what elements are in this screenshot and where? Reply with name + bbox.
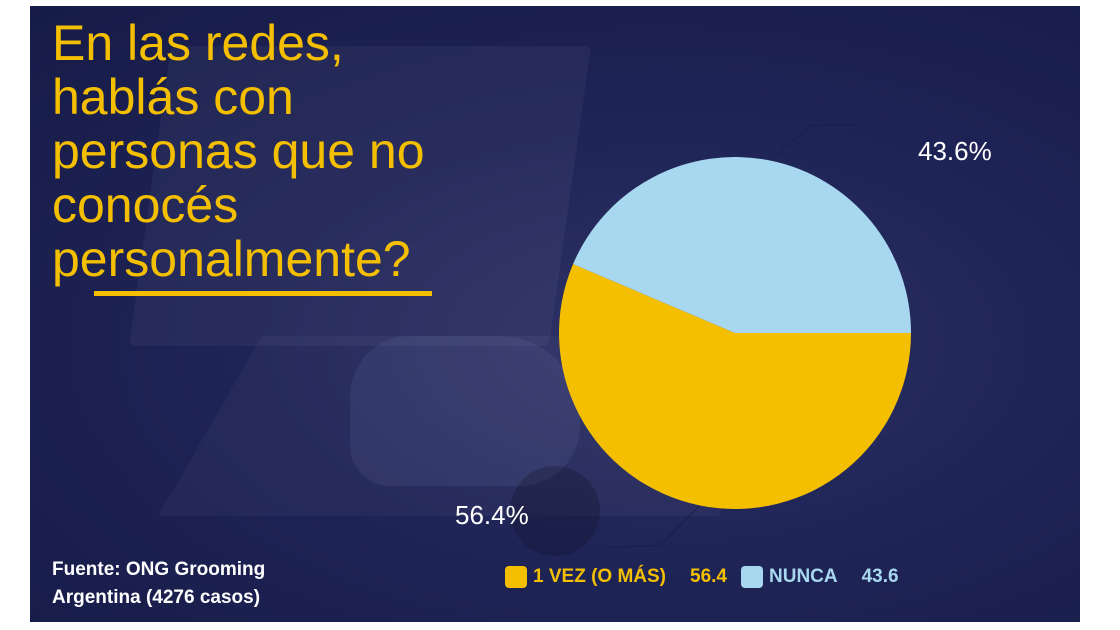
leader-line-nunca xyxy=(769,124,861,161)
legend-swatch-vez xyxy=(505,566,527,588)
legend-item-nunca: NUNCA 43.6 xyxy=(741,566,899,588)
legend-value-vez: 56.4 xyxy=(690,566,727,587)
background-watch-silhouette xyxy=(510,466,600,556)
infographic-panel: En las redes, hablás con personas que no… xyxy=(30,6,1080,622)
chart-title: En las redes, hablás con personas que no… xyxy=(52,15,425,287)
legend-label-nunca: NUNCA xyxy=(769,566,838,587)
legend-label-vez: 1 VEZ (O MÁS) xyxy=(533,566,667,587)
slice-label-vez: 56.4% xyxy=(455,500,529,530)
legend-value-nunca: 43.6 xyxy=(861,566,899,587)
title-underline xyxy=(94,291,432,296)
pie-chart xyxy=(559,124,911,548)
legend-swatch-nunca xyxy=(741,566,763,588)
background-hand-silhouette xyxy=(350,336,580,486)
pie-slice-nunca xyxy=(573,156,911,333)
chart-legend: 1 VEZ (O MÁS) 56.4 NUNCA 43.6 xyxy=(505,566,913,588)
source-note: Fuente: ONG Grooming Argentina (4276 cas… xyxy=(52,559,266,608)
leader-line-vez xyxy=(609,505,701,548)
pie-slice-vez xyxy=(559,264,911,509)
legend-item-vez: 1 VEZ (O MÁS) 56.4 xyxy=(505,566,727,588)
slice-label-nunca: 43.6% xyxy=(918,136,992,166)
